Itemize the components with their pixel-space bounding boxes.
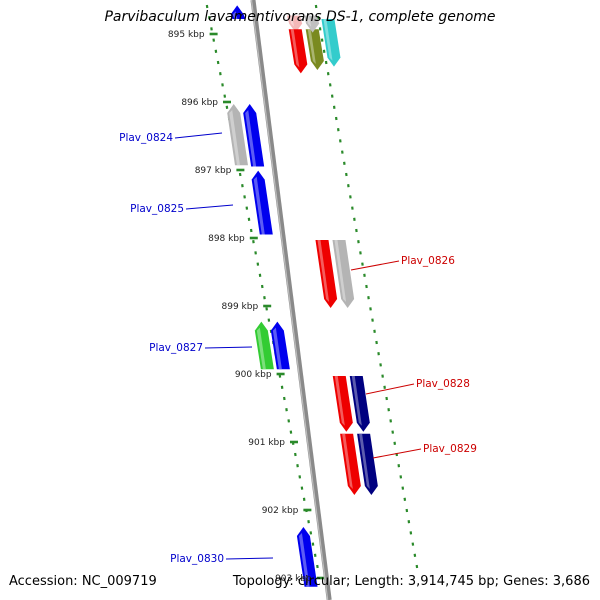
tick-label: 896 kbp <box>181 98 218 108</box>
tick-label: 898 kbp <box>208 234 245 244</box>
gene-arrow[interactable] <box>332 240 355 308</box>
leader-line <box>225 557 274 560</box>
tick-label: 899 kbp <box>222 302 259 312</box>
tick-labels: 895 kbp 896 kbp 897 kbp 898 kbp 899 kbp 900 k… <box>168 30 312 584</box>
gene-label[interactable]: Plav_0830 <box>170 553 224 565</box>
map-title: Parvibaculum lavamentivorans DS-1, compl… <box>104 9 496 25</box>
gene-arrow[interactable] <box>315 240 338 308</box>
accession-label: Accession: NC_009719 <box>9 574 157 589</box>
tick-label: 901 kbp <box>248 438 285 448</box>
gene-arrow[interactable] <box>332 376 353 432</box>
gene-arrow[interactable] <box>243 104 265 167</box>
genome-summary: Topology: circular; Length: 3,914,745 bp… <box>232 574 590 589</box>
gene-arrow[interactable] <box>296 526 318 587</box>
tick-label: 900 kbp <box>235 370 272 380</box>
gene-arrow[interactable] <box>288 29 308 74</box>
leader-line <box>350 260 400 271</box>
gene-arrow[interactable] <box>254 321 274 370</box>
tick-label: 902 kbp <box>262 506 299 516</box>
gene-label[interactable]: Plav_0827 <box>149 342 203 354</box>
tick-label: 903 kbp <box>275 574 312 584</box>
gene-arrow[interactable] <box>321 19 341 67</box>
gene-arrow[interactable] <box>270 321 290 370</box>
gene-arrow[interactable] <box>286 15 303 33</box>
gene-arrow[interactable] <box>349 376 370 432</box>
gene-arrow[interactable] <box>357 433 378 495</box>
gene-arrow[interactable] <box>303 15 320 33</box>
gene-label[interactable]: Plav_0825 <box>130 203 184 215</box>
gene-arrow[interactable] <box>340 433 361 495</box>
leader-line <box>204 346 253 349</box>
leader-line <box>365 383 415 395</box>
gene-features <box>227 5 378 587</box>
gene-label[interactable]: Plav_0828 <box>416 378 470 390</box>
gene-arrow[interactable] <box>230 5 246 20</box>
gene-label[interactable]: Plav_0829 <box>423 443 477 455</box>
genome-backbone <box>250 0 332 600</box>
tick-label: 897 kbp <box>195 166 232 176</box>
gene-arrow[interactable] <box>305 29 324 70</box>
leader-line <box>372 448 422 459</box>
gene-arrow[interactable] <box>251 170 273 235</box>
gene-label[interactable]: Plav_0824 <box>119 132 173 144</box>
tick-label: 895 kbp <box>168 30 205 40</box>
gene-labels: Plav_0824 Plav_0825 Plav_0826 Plav_0827 Plav… <box>119 132 477 565</box>
leader-line <box>174 132 223 139</box>
gene-label[interactable]: Plav_0826 <box>401 255 455 267</box>
leader-line <box>185 204 234 210</box>
tick-marks <box>205 4 419 580</box>
gene-arrow[interactable] <box>227 104 248 166</box>
